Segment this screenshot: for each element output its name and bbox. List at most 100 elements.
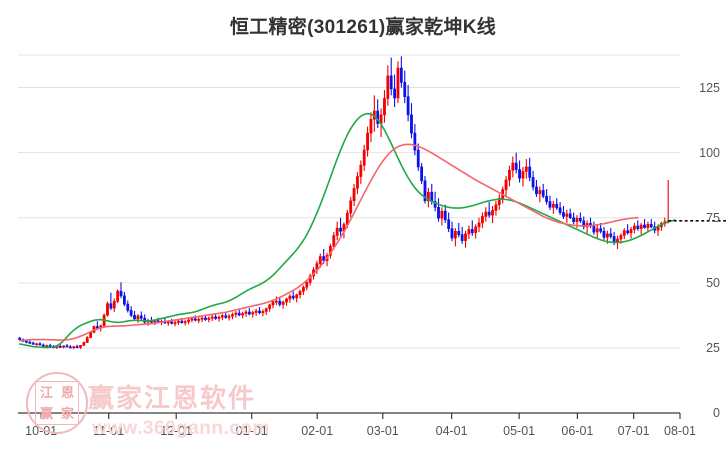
candle-body xyxy=(460,234,464,241)
candle-body xyxy=(207,317,211,320)
candle-body xyxy=(595,228,599,233)
candle-body xyxy=(416,149,420,168)
candle-body xyxy=(231,314,234,317)
candle xyxy=(116,289,120,304)
candle xyxy=(572,212,576,225)
candle-body xyxy=(126,303,130,311)
candle xyxy=(85,336,89,343)
candle-body xyxy=(518,169,521,179)
candle-body xyxy=(619,235,623,240)
candle xyxy=(288,294,292,303)
candle-body xyxy=(241,313,245,316)
candle-body xyxy=(25,340,28,343)
candle-body xyxy=(643,224,646,228)
candle-body xyxy=(305,281,309,288)
candle xyxy=(440,207,444,226)
candle-body xyxy=(393,88,396,99)
candle xyxy=(241,311,245,319)
candle-body xyxy=(285,298,288,303)
candle-body xyxy=(484,211,488,217)
candle-body xyxy=(376,110,380,124)
candle-body xyxy=(524,166,528,172)
candle xyxy=(555,198,559,210)
candle-body xyxy=(551,203,555,208)
candle-body xyxy=(153,320,157,323)
candle-body xyxy=(528,166,532,178)
candle xyxy=(271,300,275,309)
candle xyxy=(41,343,45,347)
candle xyxy=(626,224,630,235)
candle xyxy=(210,314,214,322)
candle xyxy=(72,345,76,350)
candle-body xyxy=(106,303,109,316)
candle xyxy=(548,195,552,210)
candle-body xyxy=(622,230,626,236)
candle xyxy=(399,56,403,88)
candle-body xyxy=(410,114,413,134)
candle xyxy=(416,143,420,171)
candle xyxy=(372,95,376,132)
candle-body xyxy=(75,346,79,349)
candle-body xyxy=(497,197,501,206)
candle xyxy=(302,285,305,296)
candle xyxy=(531,170,535,191)
candle xyxy=(68,345,72,349)
candle xyxy=(413,123,417,156)
candle xyxy=(521,166,525,187)
candle xyxy=(139,311,143,321)
candle-body xyxy=(508,170,511,181)
candle-body xyxy=(633,225,636,230)
candle xyxy=(660,221,663,231)
candle xyxy=(173,320,177,327)
candle xyxy=(467,225,471,240)
candle-body xyxy=(288,295,292,300)
candle xyxy=(595,225,599,239)
candle-body xyxy=(443,210,447,221)
candle xyxy=(494,200,498,216)
candle-body xyxy=(264,308,268,312)
candle-body xyxy=(318,256,322,264)
candle-body xyxy=(437,207,440,219)
candle-body xyxy=(139,315,143,319)
candle-body xyxy=(649,223,653,228)
candle-body xyxy=(166,321,170,324)
candle xyxy=(122,291,126,307)
candle xyxy=(366,126,369,157)
candle xyxy=(541,183,545,199)
candle-body xyxy=(399,67,403,83)
candle xyxy=(112,298,116,312)
candle xyxy=(237,309,241,317)
candle xyxy=(524,159,528,179)
candle xyxy=(538,186,542,203)
candle xyxy=(268,303,272,312)
candle-body xyxy=(514,162,518,170)
candle-body xyxy=(457,230,461,235)
candle xyxy=(558,202,562,216)
candle-body xyxy=(210,316,214,319)
candle-body xyxy=(339,227,342,232)
candle-body xyxy=(204,317,207,320)
candle-body xyxy=(79,345,82,348)
candle-body xyxy=(247,311,251,315)
candle-body xyxy=(359,164,363,177)
candle-body xyxy=(109,303,113,309)
candle-body xyxy=(116,290,120,302)
candle-body xyxy=(200,317,204,320)
candle-body xyxy=(356,176,359,189)
candle xyxy=(291,291,295,301)
candle xyxy=(649,219,653,229)
candle-body xyxy=(278,300,282,305)
candle xyxy=(356,172,359,195)
candle-body xyxy=(504,179,508,190)
candle xyxy=(508,165,511,187)
candle-body xyxy=(244,311,248,314)
candle-body xyxy=(406,96,410,116)
candle xyxy=(224,311,228,319)
candle-body xyxy=(612,236,616,243)
candle-body xyxy=(170,321,174,324)
ma-line xyxy=(18,112,676,349)
candle xyxy=(518,160,521,183)
candle-body xyxy=(119,290,123,297)
candle-body xyxy=(35,343,38,346)
